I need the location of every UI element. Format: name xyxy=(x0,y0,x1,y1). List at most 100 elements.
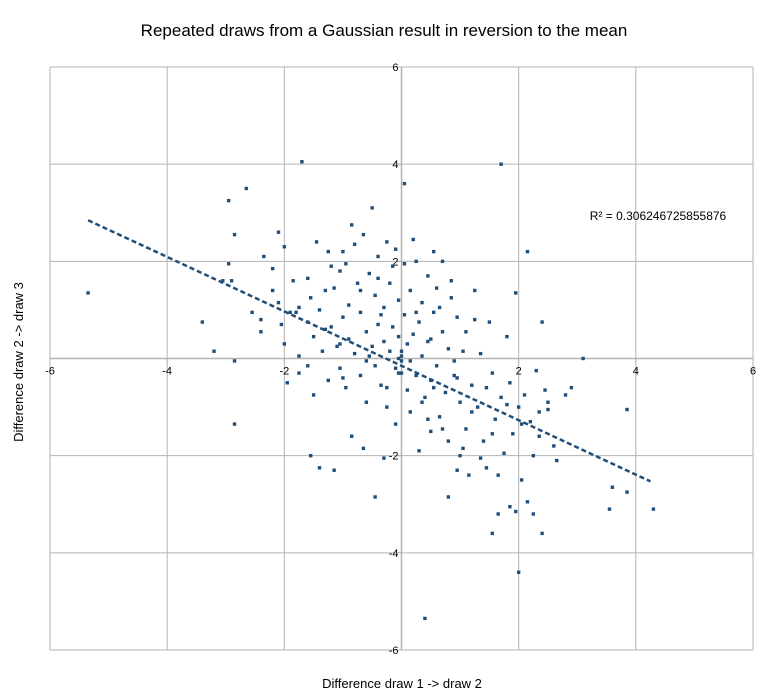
data-point xyxy=(414,310,418,315)
data-point xyxy=(531,453,536,458)
data-point xyxy=(364,330,369,334)
data-point xyxy=(385,385,389,390)
data-point xyxy=(414,259,418,264)
data-point xyxy=(288,310,292,315)
data-point xyxy=(458,453,462,458)
data-point xyxy=(569,385,574,390)
data-point xyxy=(452,359,456,363)
trendline-layer xyxy=(87,219,652,483)
data-point xyxy=(417,320,421,324)
data-point xyxy=(344,385,348,390)
data-point xyxy=(311,334,316,339)
y-tick-label: -4 xyxy=(389,548,399,560)
data-point xyxy=(226,262,231,266)
data-point xyxy=(449,296,453,300)
x-tick-label: -2 xyxy=(279,366,289,378)
data-point xyxy=(540,320,544,324)
data-point xyxy=(396,334,401,339)
axes xyxy=(49,66,754,651)
data-point xyxy=(347,337,351,341)
data-point xyxy=(455,468,459,472)
data-point xyxy=(361,232,366,237)
data-point xyxy=(344,262,348,266)
data-point xyxy=(399,359,404,363)
data-point xyxy=(440,330,445,334)
data-point xyxy=(352,242,357,247)
data-point xyxy=(361,446,366,451)
data-point xyxy=(285,381,289,385)
data-point xyxy=(546,407,550,412)
data-point xyxy=(499,162,503,166)
data-point xyxy=(478,351,483,356)
data-point xyxy=(276,230,281,234)
data-point xyxy=(478,456,483,460)
data-point xyxy=(376,276,380,281)
data-point xyxy=(522,393,527,397)
data-point xyxy=(423,395,427,400)
data-point xyxy=(473,288,477,293)
data-point xyxy=(546,400,550,404)
data-point xyxy=(270,288,275,293)
data-point xyxy=(432,249,436,254)
data-point xyxy=(250,310,254,315)
data-point xyxy=(385,405,389,409)
data-point xyxy=(306,320,310,324)
data-point xyxy=(440,259,445,264)
data-point xyxy=(373,293,377,298)
data-point xyxy=(306,276,310,281)
data-point xyxy=(473,317,477,322)
data-point xyxy=(581,356,585,361)
data-point xyxy=(420,354,424,358)
data-point xyxy=(408,410,412,414)
data-point xyxy=(358,373,363,378)
data-point xyxy=(437,305,442,310)
data-point xyxy=(552,444,556,448)
data-point xyxy=(610,485,615,489)
data-point xyxy=(350,434,354,438)
data-point xyxy=(458,400,462,404)
data-point xyxy=(514,509,518,514)
data-point xyxy=(475,405,480,409)
data-point xyxy=(317,466,322,470)
x-tick-label: 4 xyxy=(633,366,639,378)
data-point xyxy=(367,271,371,276)
data-point xyxy=(370,206,374,210)
data-point xyxy=(270,266,275,271)
data-point xyxy=(487,320,492,324)
data-point xyxy=(226,198,231,203)
data-point xyxy=(388,281,392,285)
data-point xyxy=(461,446,465,451)
data-point xyxy=(332,286,336,290)
data-point xyxy=(382,305,386,310)
data-point xyxy=(505,334,509,339)
data-point xyxy=(461,349,465,353)
data-point xyxy=(426,339,430,344)
data-point xyxy=(385,240,389,244)
data-point xyxy=(414,373,418,378)
data-point xyxy=(505,402,509,407)
data-point xyxy=(411,332,415,336)
data-point xyxy=(402,181,407,186)
data-point xyxy=(429,429,433,434)
data-point xyxy=(531,512,536,516)
data-point xyxy=(537,410,541,414)
data-point xyxy=(496,473,500,477)
data-point xyxy=(423,616,427,621)
data-point xyxy=(329,264,333,268)
data-point xyxy=(341,376,345,380)
data-point xyxy=(221,279,225,283)
data-point xyxy=(314,240,319,244)
data-point xyxy=(534,368,538,373)
x-axis-label: Difference draw 1 -> draw 2 xyxy=(322,676,482,691)
data-point xyxy=(338,366,342,370)
data-point xyxy=(300,160,304,164)
data-point xyxy=(426,417,430,421)
data-point xyxy=(279,322,284,327)
data-point xyxy=(393,247,398,251)
data-point xyxy=(338,269,342,273)
data-point xyxy=(499,395,503,400)
data-point xyxy=(308,296,313,300)
data-point xyxy=(429,378,433,383)
data-point xyxy=(490,432,495,436)
data-point xyxy=(347,303,351,307)
